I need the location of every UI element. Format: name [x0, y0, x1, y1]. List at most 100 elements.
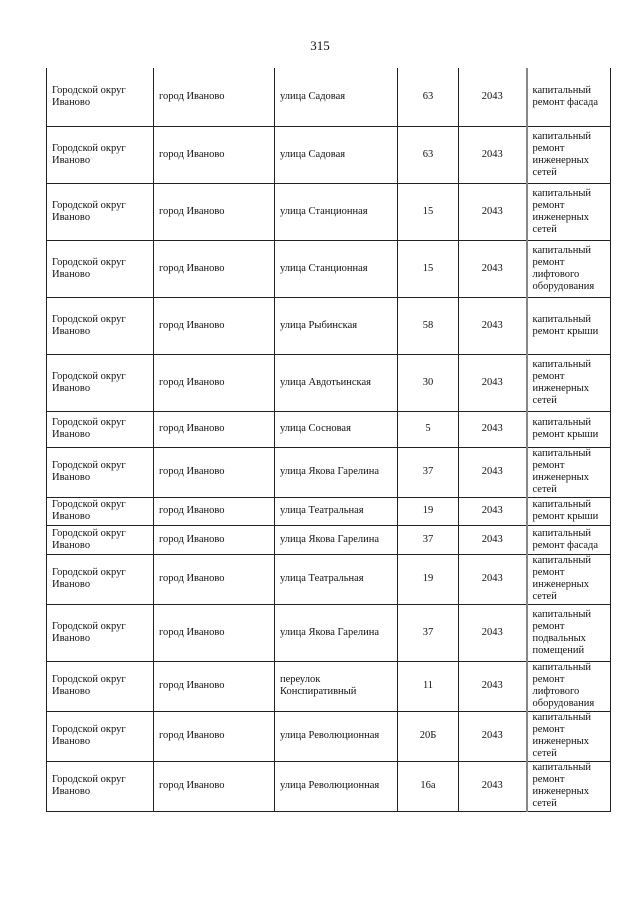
year-cell: 2043: [458, 710, 527, 762]
street-cell: улица Революционная: [274, 760, 398, 812]
street-cell: улица Станционная: [274, 182, 398, 241]
table-row: Городской округ Иваново город Иваново улиц…: [46, 125, 611, 184]
table-row: Городской округ Иваново город Иваново улиц…: [46, 353, 611, 412]
work-type-cell: капитальный ремонт лифтового оборудовани…: [525, 239, 611, 298]
city-cell: город Иваново: [153, 239, 275, 298]
work-type-cell: капитальный ремонт инженерных сетей: [525, 446, 611, 498]
table-row: Городской округ Иваново город Иваново улиц…: [46, 603, 611, 662]
house-number-cell: 37: [397, 524, 459, 555]
city-cell: город Иваново: [153, 496, 275, 526]
table-row: Городской округ Иваново город Иваново улиц…: [46, 446, 611, 498]
year-cell: 2043: [458, 182, 527, 241]
house-number-cell: 16а: [397, 760, 459, 812]
page-number: 315: [310, 38, 330, 53]
work-type-cell: капитальный ремонт крыши: [525, 410, 611, 448]
district-cell: Городской округ Иваново: [46, 182, 154, 241]
table-row: Городской округ Иваново город Иваново улиц…: [46, 553, 611, 605]
street-cell: улица Революционная: [274, 710, 398, 762]
city-cell: город Иваново: [153, 410, 275, 448]
work-type-cell: капитальный ремонт фасада: [525, 68, 611, 127]
house-number-cell: 63: [397, 68, 459, 127]
house-number-cell: 20Б: [397, 710, 459, 762]
city-cell: город Иваново: [153, 603, 275, 662]
table-row: Городской округ Иваново город Иваново улиц…: [46, 710, 611, 762]
city-cell: город Иваново: [153, 182, 275, 241]
district-cell: Городской округ Иваново: [46, 660, 154, 712]
year-cell: 2043: [458, 496, 527, 526]
street-cell: улица Садовая: [274, 68, 398, 127]
year-cell: 2043: [458, 603, 527, 662]
street-cell: улица Станционная: [274, 239, 398, 298]
street-cell: улица Театральная: [274, 553, 398, 605]
district-cell: Городской округ Иваново: [46, 496, 154, 526]
year-cell: 2043: [458, 446, 527, 498]
city-cell: город Иваново: [153, 125, 275, 184]
street-cell: улица Садовая: [274, 125, 398, 184]
table-row: Городской округ Иваново город Иваново улиц…: [46, 524, 611, 555]
street-cell: улица Якова Гарелина: [274, 524, 398, 555]
district-cell: Городской округ Иваново: [46, 446, 154, 498]
table-row: Городской округ Иваново город Иваново улиц…: [46, 496, 611, 526]
district-cell: Городской округ Иваново: [46, 524, 154, 555]
table-row: Городской округ Иваново город Иваново улиц…: [46, 68, 611, 127]
work-type-cell: капитальный ремонт инженерных сетей: [525, 125, 611, 184]
city-cell: город Иваново: [153, 353, 275, 412]
year-cell: 2043: [458, 410, 527, 448]
house-number-cell: 30: [397, 353, 459, 412]
work-type-cell: капитальный ремонт лифтового оборудовани…: [525, 660, 611, 712]
year-cell: 2043: [458, 553, 527, 605]
district-cell: Городской округ Иваново: [46, 553, 154, 605]
street-cell: улица Якова Гарелина: [274, 446, 398, 498]
house-number-cell: 19: [397, 496, 459, 526]
work-type-cell: капитальный ремонт инженерных сетей: [525, 353, 611, 412]
district-cell: Городской округ Иваново: [46, 68, 154, 127]
table-row: Городской округ Иваново город Иваново улиц…: [46, 239, 611, 298]
district-cell: Городской округ Иваново: [46, 710, 154, 762]
district-cell: Городской округ Иваново: [46, 239, 154, 298]
work-type-cell: капитальный ремонт фасада: [525, 524, 611, 555]
work-type-cell: капитальный ремонт инженерных сетей: [525, 182, 611, 241]
district-cell: Городской округ Иваново: [46, 603, 154, 662]
work-type-cell: капитальный ремонт инженерных сетей: [525, 553, 611, 605]
repair-schedule-table: Городской округ Иваново город Иваново улиц…: [46, 68, 611, 812]
work-type-cell: капитальный ремонт крыши: [525, 496, 611, 526]
table-row: Городской округ Иваново город Иваново улиц…: [46, 760, 611, 812]
table-row: Городской округ Иваново город Иваново улиц…: [46, 410, 611, 448]
district-cell: Городской округ Иваново: [46, 125, 154, 184]
house-number-cell: 11: [397, 660, 459, 712]
house-number-cell: 37: [397, 603, 459, 662]
city-cell: город Иваново: [153, 760, 275, 812]
work-type-cell: капитальный ремонт инженерных сетей: [525, 760, 611, 812]
street-cell: улица Сосновая: [274, 410, 398, 448]
table-row: Городской округ Иваново город Иваново улиц…: [46, 182, 611, 241]
table-row: Городской округ Иваново город Иваново улиц…: [46, 296, 611, 355]
house-number-cell: 19: [397, 553, 459, 605]
work-type-cell: капитальный ремонт крыши: [525, 296, 611, 355]
district-cell: Городской округ Иваново: [46, 353, 154, 412]
city-cell: город Иваново: [153, 68, 275, 127]
year-cell: 2043: [458, 296, 527, 355]
year-cell: 2043: [458, 68, 527, 127]
table-row: Городской округ Иваново город Иваново пере…: [46, 660, 611, 712]
district-cell: Городской округ Иваново: [46, 410, 154, 448]
district-cell: Городской округ Иваново: [46, 760, 154, 812]
street-cell: улица Якова Гарелина: [274, 603, 398, 662]
house-number-cell: 15: [397, 239, 459, 298]
year-cell: 2043: [458, 125, 527, 184]
city-cell: город Иваново: [153, 446, 275, 498]
street-cell: улица Театральная: [274, 496, 398, 526]
year-cell: 2043: [458, 660, 527, 712]
city-cell: город Иваново: [153, 296, 275, 355]
house-number-cell: 15: [397, 182, 459, 241]
street-cell: улица Рыбинская: [274, 296, 398, 355]
year-cell: 2043: [458, 524, 527, 555]
street-cell: улица Авдотьинская: [274, 353, 398, 412]
year-cell: 2043: [458, 353, 527, 412]
year-cell: 2043: [458, 760, 527, 812]
house-number-cell: 5: [397, 410, 459, 448]
house-number-cell: 37: [397, 446, 459, 498]
city-cell: город Иваново: [153, 660, 275, 712]
city-cell: город Иваново: [153, 553, 275, 605]
work-type-cell: капитальный ремонт инженерных сетей: [525, 710, 611, 762]
house-number-cell: 63: [397, 125, 459, 184]
